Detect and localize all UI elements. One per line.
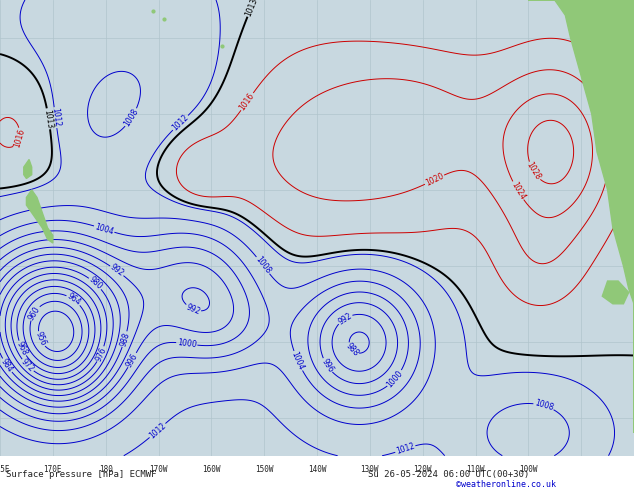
Text: 980: 980 bbox=[87, 275, 104, 292]
Text: 960: 960 bbox=[27, 304, 42, 321]
Text: 988: 988 bbox=[344, 342, 360, 358]
Polygon shape bbox=[27, 190, 53, 243]
Text: ©weatheronline.co.uk: ©weatheronline.co.uk bbox=[456, 480, 557, 490]
Text: 992: 992 bbox=[337, 311, 353, 326]
Text: 992: 992 bbox=[108, 263, 126, 279]
Text: 968: 968 bbox=[15, 340, 29, 357]
Text: 1024: 1024 bbox=[509, 180, 527, 201]
Text: 964: 964 bbox=[65, 292, 82, 308]
Text: 170E: 170E bbox=[44, 466, 62, 474]
Text: 1008: 1008 bbox=[254, 255, 273, 276]
Text: 1012: 1012 bbox=[50, 108, 61, 128]
Polygon shape bbox=[23, 160, 32, 178]
Text: 1008: 1008 bbox=[533, 399, 554, 413]
Text: 140W: 140W bbox=[307, 466, 327, 474]
Text: 1020: 1020 bbox=[424, 172, 445, 188]
Text: 1012: 1012 bbox=[395, 442, 416, 456]
Text: Su 26-05-2024 06:00 UTC(00+30): Su 26-05-2024 06:00 UTC(00+30) bbox=[368, 470, 529, 479]
Text: 1004: 1004 bbox=[94, 222, 115, 236]
Text: 984: 984 bbox=[0, 357, 15, 374]
Text: 100W: 100W bbox=[519, 466, 538, 474]
Text: 1016: 1016 bbox=[12, 128, 26, 148]
Text: 170W: 170W bbox=[149, 466, 168, 474]
Polygon shape bbox=[528, 0, 634, 99]
Text: 120W: 120W bbox=[413, 466, 432, 474]
Text: 180: 180 bbox=[99, 466, 113, 474]
Text: 1012: 1012 bbox=[171, 113, 190, 133]
Polygon shape bbox=[602, 281, 629, 304]
Text: 1028: 1028 bbox=[525, 161, 543, 182]
Text: 1013: 1013 bbox=[243, 0, 259, 18]
Text: 1004: 1004 bbox=[290, 350, 306, 371]
Text: 1008: 1008 bbox=[122, 107, 141, 128]
Text: 992: 992 bbox=[184, 302, 202, 316]
Text: 110W: 110W bbox=[466, 466, 485, 474]
Text: 988: 988 bbox=[119, 331, 131, 347]
Text: 996: 996 bbox=[320, 357, 335, 374]
Text: 972: 972 bbox=[19, 357, 36, 374]
Text: 956: 956 bbox=[34, 331, 48, 348]
Text: 160W: 160W bbox=[202, 466, 221, 474]
Text: 1000: 1000 bbox=[177, 338, 197, 349]
Text: 150W: 150W bbox=[255, 466, 273, 474]
Text: 1000: 1000 bbox=[385, 368, 405, 389]
Text: 165E: 165E bbox=[0, 466, 10, 474]
Text: 1013: 1013 bbox=[42, 109, 55, 129]
Text: 1012: 1012 bbox=[147, 421, 168, 440]
Polygon shape bbox=[555, 0, 634, 433]
Text: 1016: 1016 bbox=[238, 91, 256, 112]
Text: 130W: 130W bbox=[361, 466, 379, 474]
Text: 996: 996 bbox=[125, 351, 139, 368]
Text: 976: 976 bbox=[94, 345, 108, 363]
Text: Surface pressure [hPa] ECMWF: Surface pressure [hPa] ECMWF bbox=[6, 470, 157, 479]
